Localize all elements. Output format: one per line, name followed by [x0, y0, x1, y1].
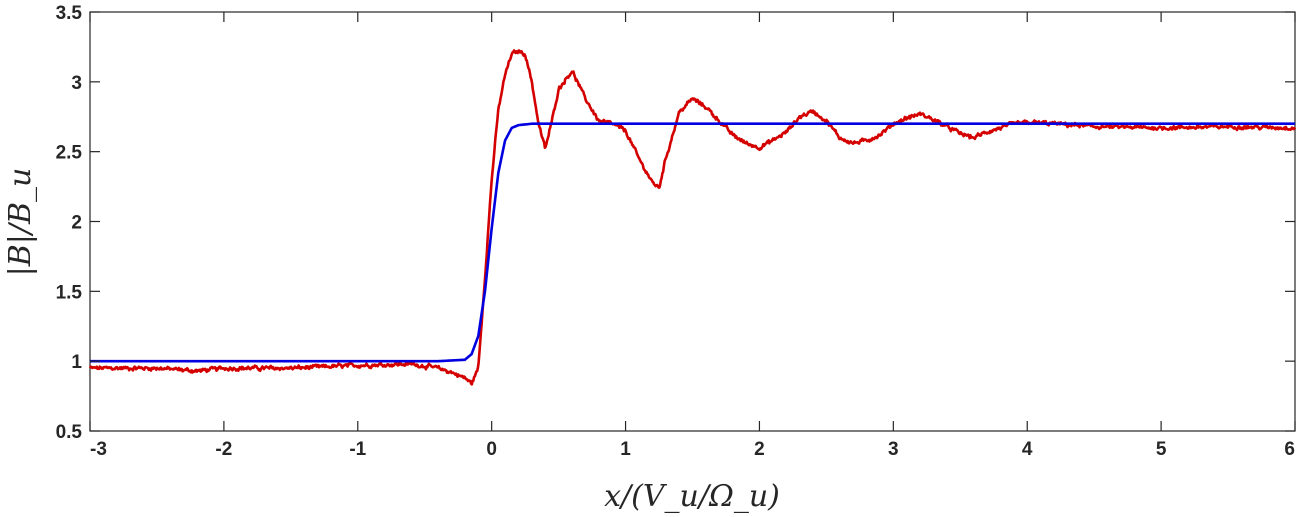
x-tick-label: -3 — [90, 439, 107, 460]
x-tick-label: 6 — [1284, 439, 1295, 460]
y-tick-label: 0.5 — [56, 422, 83, 443]
ticks-layer: -3 -2 -1 0 1 2 3 4 5 6 0.5 1 1.5 2 2.5 3 3.5 — [56, 3, 1296, 460]
x-tick-label: 0 — [486, 439, 497, 460]
x-tick-label: 3 — [888, 439, 899, 460]
series-line-0 — [88, 49, 1297, 386]
y-tick-label: 2.5 — [56, 143, 83, 164]
y-tick-label: 1.5 — [56, 282, 83, 303]
x-tick-label: 1 — [620, 439, 631, 460]
labels-layer: x/(V_u/Ω_u) |B|/B_u — [3, 168, 780, 514]
x-tick-label: 5 — [1156, 439, 1167, 460]
x-tick-label: -2 — [215, 439, 232, 460]
series-line-1 — [90, 122, 1295, 363]
x-tick-label: -1 — [349, 439, 366, 460]
y-tick-label: 3 — [71, 73, 82, 94]
y-tick-label: 2 — [71, 213, 82, 234]
y-tick-label: 3.5 — [56, 3, 83, 24]
series-layer — [88, 49, 1297, 386]
y-axis-label: |B|/B_u — [3, 168, 38, 277]
x-tick-label: 4 — [1022, 439, 1033, 460]
x-axis-label: x/(V_u/Ω_u) — [604, 479, 780, 514]
y-tick-label: 1 — [71, 352, 82, 373]
x-tick-label: 2 — [754, 439, 765, 460]
